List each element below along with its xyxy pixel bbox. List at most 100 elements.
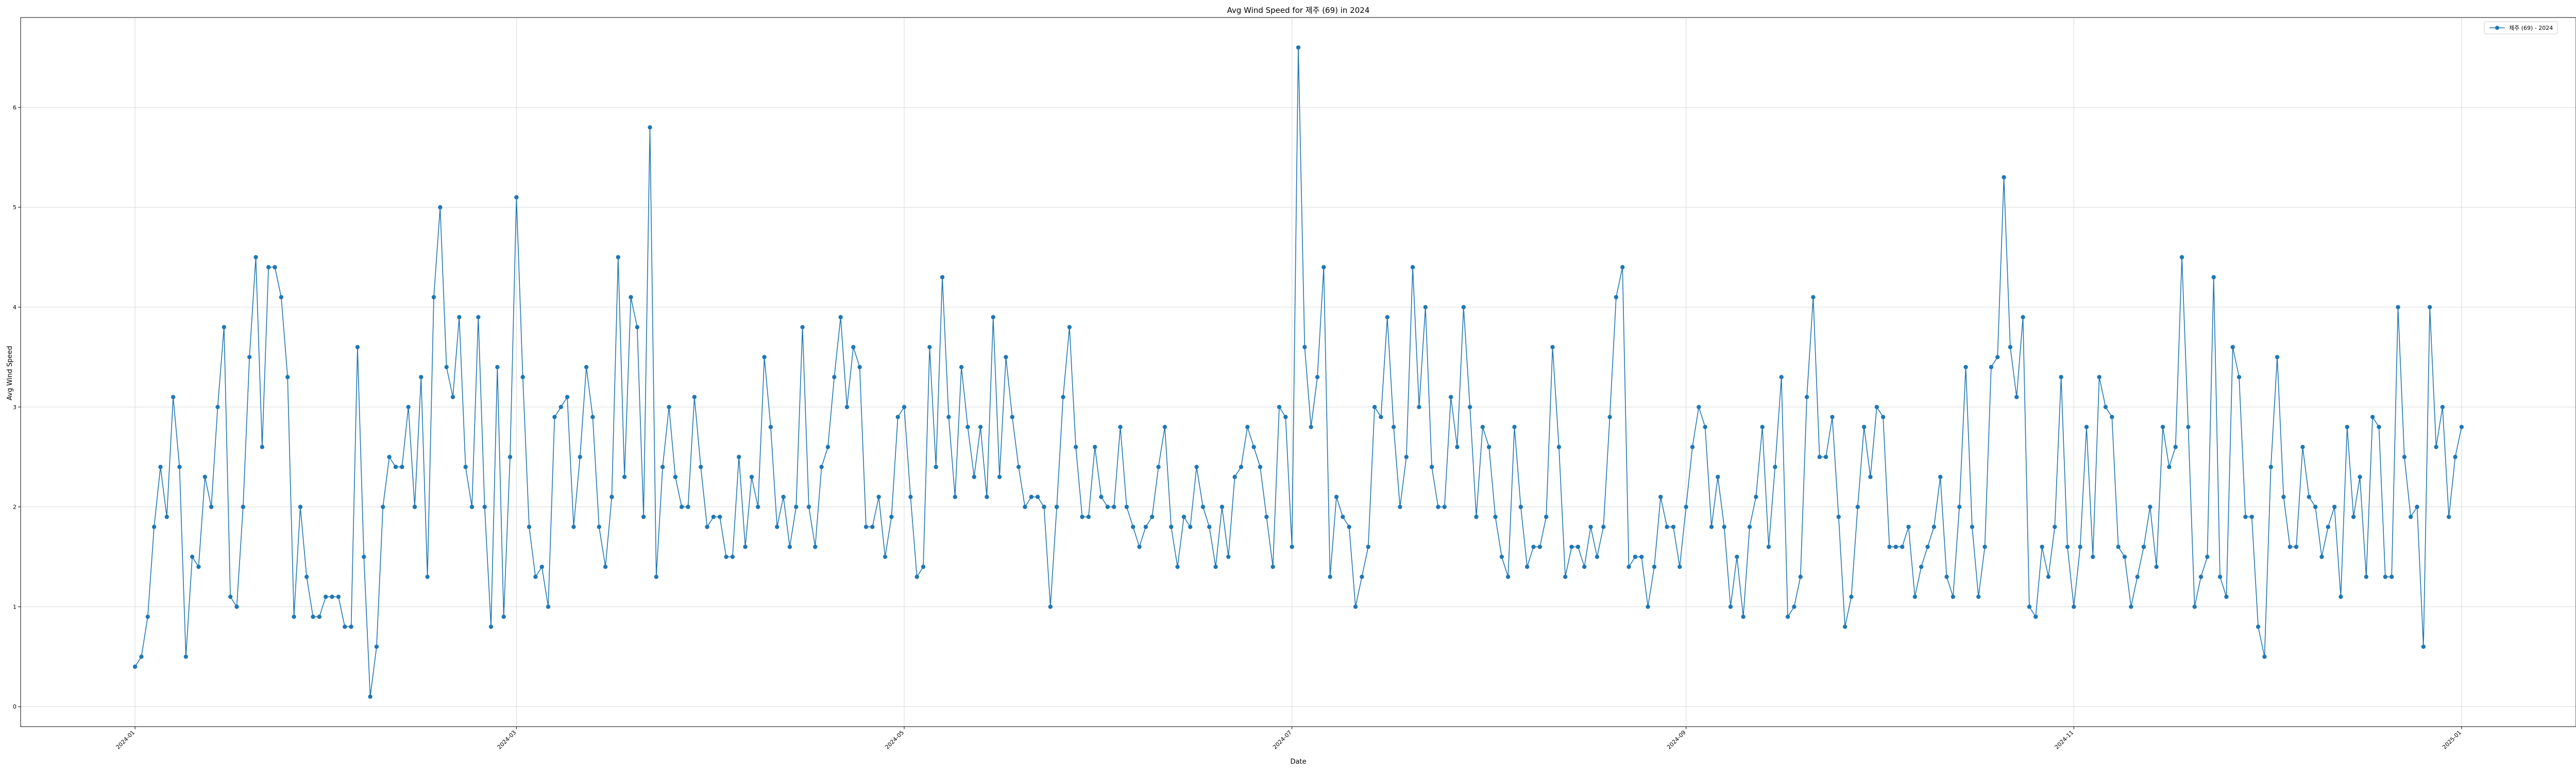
data-point [584,365,589,369]
data-point [724,554,728,559]
data-point [1124,505,1129,509]
data-point [730,554,735,559]
data-point [1099,495,1104,499]
data-point [190,554,195,559]
data-point [1296,45,1301,50]
data-point [2230,345,2235,349]
data-point [914,575,919,579]
data-point [2396,305,2400,310]
data-point [1283,415,1288,419]
data-point [1016,464,1021,469]
data-point [1353,604,1358,609]
data-point [1372,405,1377,410]
data-point [2217,575,2223,579]
data-point [1697,405,1701,410]
data-point [336,594,341,599]
data-point [215,405,220,410]
data-point [1823,455,1828,459]
data-point [2345,425,2350,429]
data-point [863,525,869,529]
data-point [1391,425,1396,429]
data-point [825,445,831,449]
data-point [603,564,608,569]
data-point [2135,575,2140,579]
data-point [927,345,932,349]
data-point [2268,464,2273,469]
data-point [1455,445,1460,449]
data-point [1861,425,1867,429]
data-point [1582,564,1587,569]
data-point [2307,495,2311,499]
data-point [507,455,513,459]
data-point [1213,564,1218,569]
data-point [1620,265,1625,270]
data-point [1639,554,1644,559]
data-point [2294,544,2299,549]
data-point [622,475,627,479]
data-point [660,464,665,469]
data-point [1544,514,1549,519]
legend-label: 제주 (69) - 2024 [2509,25,2553,31]
data-point [1537,544,1543,549]
data-point [2059,375,2063,379]
data-point [908,495,913,499]
y-tick-label: 6 [13,104,16,111]
data-point [202,475,208,479]
data-point [2243,514,2248,519]
data-point [279,295,284,299]
data-point [298,505,303,509]
data-point [806,505,811,509]
data-point [501,614,506,619]
data-point [1563,575,1568,579]
data-point [997,475,1002,479]
data-point [266,265,271,270]
data-point [2447,514,2451,519]
data-point [1963,365,1968,369]
y-tick-label: 5 [13,204,16,211]
data-point [145,614,150,619]
data-point [381,505,385,509]
data-point [1188,525,1193,529]
data-point [711,514,716,519]
data-point [749,475,754,479]
data-point [1219,505,1225,509]
data-point [1811,295,1816,299]
data-point [1995,355,2000,360]
data-point [431,295,436,299]
data-point [1042,505,1046,509]
data-point [2236,375,2242,379]
data-point [895,415,900,419]
data-point [667,405,671,410]
data-point [1156,464,1161,469]
data-point [1277,405,1282,410]
data-point [1931,525,1937,529]
data-point [1842,625,1848,629]
data-point [2154,564,2159,569]
data-point [1385,315,1389,320]
data-point [1309,425,1313,429]
data-point [2453,455,2458,459]
data-point [2160,425,2165,429]
data-point [1626,564,1631,569]
data-point [1315,375,1320,379]
data-point [1658,495,1663,499]
data-point [247,355,252,360]
data-point [1690,445,1695,449]
data-point [1328,575,1332,579]
data-point [2122,554,2127,559]
data-point [171,395,176,399]
data-point [2033,614,2038,619]
data-point [851,345,856,349]
data-point [1741,614,1745,619]
data-point [260,445,265,449]
data-point [737,455,741,459]
data-point [2065,544,2070,549]
data-point [565,395,570,399]
data-point [387,455,392,459]
data-point [2338,594,2343,599]
data-point [1989,365,1994,369]
data-point [1868,475,1873,479]
data-point [2205,554,2210,559]
data-point [972,475,976,479]
